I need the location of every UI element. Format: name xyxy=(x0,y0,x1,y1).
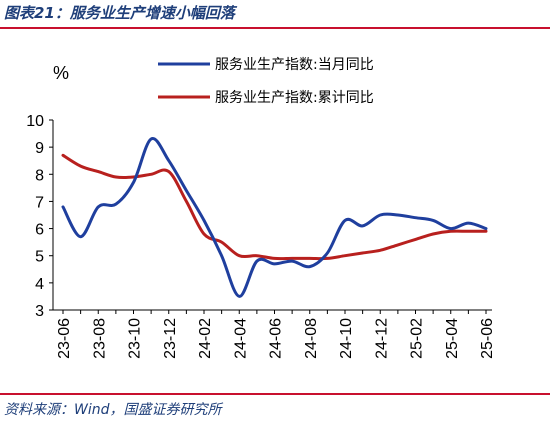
axes-group: 3 4 5 6 7 8 9 10 23-06 23-08 23-10 23-12 24-02 24-04 2… xyxy=(26,113,496,359)
series-lines xyxy=(61,137,488,298)
x-tick-label: 24-08 xyxy=(303,318,320,359)
x-tick-label: 24-04 xyxy=(232,318,249,359)
x-tick-label: 24-02 xyxy=(197,318,214,359)
y-unit-label: % xyxy=(53,63,69,83)
x-tick-label: 25-04 xyxy=(444,318,461,359)
x-tick-label: 23-10 xyxy=(127,318,144,359)
x-tick-label: 23-12 xyxy=(162,318,179,359)
legend-label-2: 服务业生产指数:累计同比 xyxy=(215,90,374,106)
series-line-2 xyxy=(61,153,488,261)
title-divider xyxy=(0,27,550,29)
figure-title: 图表21：服务业生产增速小幅回落 xyxy=(4,4,235,22)
x-tick-label: 23-06 xyxy=(56,318,73,359)
y-tick-label: 4 xyxy=(35,276,44,293)
x-tick-label: 24-06 xyxy=(268,318,285,359)
x-tick-label: 24-12 xyxy=(373,318,390,359)
y-tick-label: 6 xyxy=(35,222,44,239)
y-tick-label: 9 xyxy=(35,140,44,157)
y-tick-label: 7 xyxy=(35,194,44,211)
legend-label-1: 服务业生产指数:当月同比 xyxy=(215,57,374,73)
y-tick-label: 8 xyxy=(35,167,44,184)
x-tick-label: 25-06 xyxy=(479,318,496,359)
line-chart: 3 4 5 6 7 8 9 10 23-06 23-08 23-10 23-12 24-02 24-04 2… xyxy=(26,57,496,359)
figure-source: 资料来源：Wind，国盛证券研究所 xyxy=(4,402,222,418)
series-line-1 xyxy=(61,137,488,298)
y-tick-label: 5 xyxy=(35,249,44,266)
source-divider xyxy=(0,393,550,395)
y-tick-label: 10 xyxy=(26,113,44,130)
y-tick-label: 3 xyxy=(35,303,44,320)
x-tick-label: 25-02 xyxy=(409,318,426,359)
x-tick-label: 23-08 xyxy=(91,318,108,359)
x-tick-label: 24-10 xyxy=(338,318,355,359)
